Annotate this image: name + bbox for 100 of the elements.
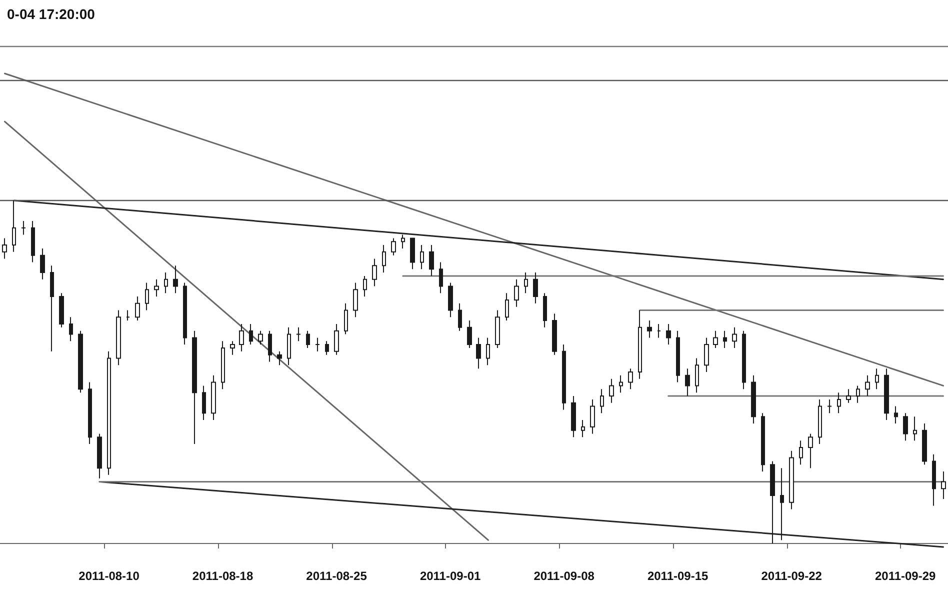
candlestick bbox=[657, 323, 661, 338]
candlestick bbox=[40, 248, 45, 280]
candlestick bbox=[647, 320, 652, 338]
candlestick bbox=[192, 330, 197, 445]
candlestick bbox=[789, 450, 794, 510]
candlestick bbox=[713, 330, 718, 348]
x-tick-label: 2011-08-25 bbox=[306, 569, 368, 583]
candlestick bbox=[31, 220, 35, 263]
candlestick bbox=[344, 302, 348, 335]
candlestick bbox=[429, 244, 434, 276]
candlestick bbox=[239, 323, 244, 352]
candlestick bbox=[145, 282, 149, 311]
candlestick bbox=[372, 258, 377, 287]
candlestick bbox=[221, 340, 225, 390]
candlestick bbox=[154, 278, 159, 298]
x-tick-label: 2011-09-22 bbox=[761, 569, 822, 583]
candlestick bbox=[818, 398, 822, 445]
candlestick bbox=[827, 398, 832, 414]
candlestick bbox=[315, 337, 320, 352]
candlestick bbox=[306, 330, 310, 348]
candlestick bbox=[116, 310, 121, 366]
candlestick bbox=[922, 422, 927, 466]
candlestick bbox=[875, 368, 879, 390]
candlestick bbox=[164, 272, 168, 294]
candlestick bbox=[590, 398, 595, 434]
candlestick bbox=[524, 272, 528, 294]
candlestick bbox=[941, 470, 946, 500]
candlestick bbox=[183, 282, 187, 346]
candlestick bbox=[932, 454, 936, 506]
candlestick bbox=[761, 412, 765, 472]
candlestick bbox=[296, 326, 301, 342]
candlestick bbox=[695, 358, 699, 394]
candlestick bbox=[514, 278, 519, 308]
candlestick bbox=[609, 378, 614, 404]
candlestick bbox=[704, 337, 709, 372]
candlestick bbox=[619, 374, 623, 394]
candlestick bbox=[334, 323, 339, 356]
candlestick bbox=[533, 272, 538, 304]
candlestick bbox=[628, 368, 633, 390]
candlestick bbox=[467, 320, 472, 348]
candlestick bbox=[458, 302, 462, 332]
candlestick bbox=[258, 330, 263, 346]
candlestick bbox=[894, 406, 898, 424]
candlestick bbox=[69, 316, 73, 342]
candlestick bbox=[135, 296, 140, 322]
candlestick bbox=[211, 374, 216, 421]
candlestick bbox=[808, 433, 813, 469]
x-tick-label: 2011-09-15 bbox=[647, 569, 708, 583]
candlestick bbox=[202, 385, 206, 421]
candlestick bbox=[88, 382, 92, 445]
candlestick bbox=[846, 388, 851, 404]
candlestick bbox=[837, 392, 841, 414]
candlestick bbox=[448, 282, 453, 318]
candlestick bbox=[676, 330, 680, 383]
candlestick bbox=[476, 337, 481, 370]
candlestick bbox=[249, 323, 253, 346]
candlestick bbox=[325, 340, 329, 356]
candlestick bbox=[638, 310, 642, 380]
x-tick-label: 2011-09-08 bbox=[534, 569, 595, 583]
chart-title: 0-04 17:20:00 bbox=[7, 6, 96, 22]
candlestick bbox=[126, 310, 130, 322]
x-tick-label: 2011-09-01 bbox=[420, 569, 481, 583]
candlestick bbox=[543, 292, 547, 328]
candlestick bbox=[742, 330, 746, 390]
candlestick bbox=[723, 330, 727, 348]
candlestick bbox=[505, 292, 509, 322]
x-tick-label: 2011-09-29 bbox=[874, 569, 936, 583]
candlestick bbox=[391, 238, 396, 256]
candlestick bbox=[884, 368, 889, 421]
candlestick bbox=[562, 344, 566, 410]
candlestick bbox=[230, 340, 235, 356]
candlestick bbox=[571, 396, 576, 438]
candlestick bbox=[751, 374, 756, 424]
candlestick bbox=[107, 350, 111, 476]
candlestick bbox=[666, 323, 671, 346]
candlestick bbox=[420, 244, 424, 270]
candlestick bbox=[50, 265, 54, 352]
candlestick bbox=[268, 330, 272, 362]
candlestick bbox=[363, 275, 367, 298]
candlestick bbox=[21, 220, 26, 236]
candlestick bbox=[2, 238, 7, 260]
candlestick bbox=[287, 326, 291, 366]
x-tick-label: 2011-08-10 bbox=[78, 569, 140, 583]
candlestick bbox=[913, 416, 917, 442]
candlestick bbox=[865, 374, 870, 397]
candlestick bbox=[495, 310, 500, 348]
candlestick bbox=[903, 412, 908, 442]
candlestick bbox=[552, 313, 557, 356]
x-tick-label: 2011-08-18 bbox=[192, 569, 254, 583]
candlestick bbox=[486, 337, 490, 366]
candlestick bbox=[439, 262, 443, 294]
candlestick bbox=[732, 326, 737, 348]
candlestick bbox=[685, 368, 690, 397]
candlestick bbox=[173, 265, 178, 294]
candlestick bbox=[600, 388, 604, 414]
candlestick bbox=[353, 282, 358, 318]
candlestick bbox=[410, 238, 415, 270]
candlestick bbox=[277, 350, 282, 366]
candlestick bbox=[382, 244, 386, 274]
candlestick bbox=[581, 420, 585, 438]
